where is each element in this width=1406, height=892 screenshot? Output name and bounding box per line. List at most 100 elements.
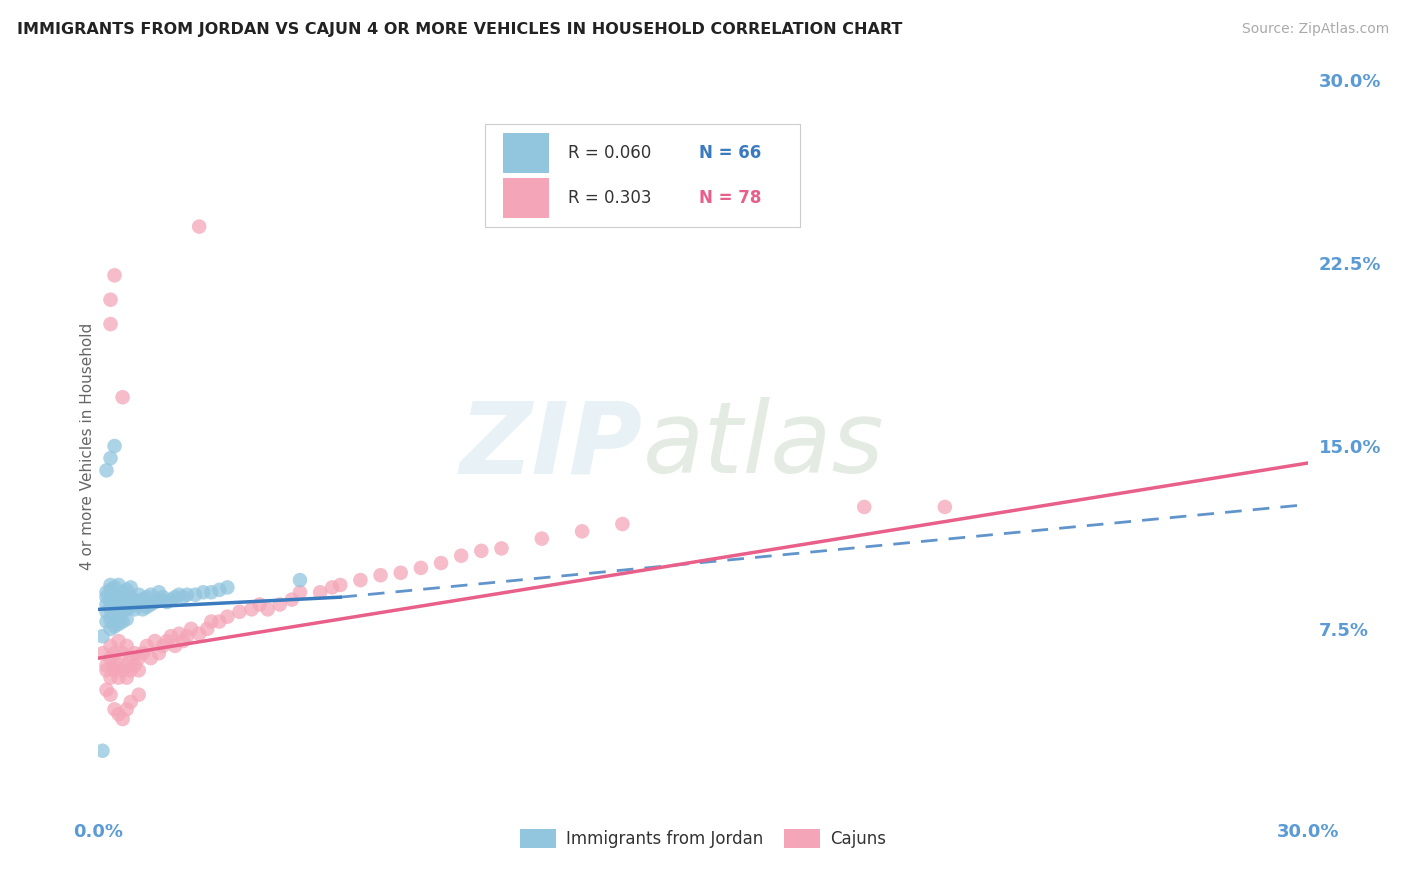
Point [156, 595, 179, 609]
Point [103, 588, 125, 602]
Point [91, 646, 114, 660]
Point [107, 707, 129, 722]
Point [103, 646, 125, 660]
Point [249, 598, 271, 612]
Point [120, 651, 142, 665]
Point [100, 293, 122, 307]
Y-axis label: 4 or more Vehicles in Household: 4 or more Vehicles in Household [80, 322, 94, 570]
Text: N = 66: N = 66 [699, 144, 762, 161]
Point [180, 622, 202, 636]
Point [103, 658, 125, 673]
Bar [503, 178, 550, 218]
Point [135, 639, 157, 653]
FancyBboxPatch shape [485, 124, 800, 227]
Point [176, 629, 198, 643]
Point [132, 592, 155, 607]
Point [103, 609, 125, 624]
Point [111, 595, 134, 609]
Point [152, 590, 174, 604]
Point [281, 592, 304, 607]
Point [107, 617, 129, 632]
Point [115, 592, 138, 607]
Point [111, 663, 134, 677]
Point [100, 639, 122, 653]
Point [100, 651, 122, 665]
Point [120, 695, 142, 709]
Point [96, 615, 118, 629]
Point [139, 598, 162, 612]
Point [103, 619, 125, 633]
Point [200, 615, 222, 629]
Point [100, 595, 122, 609]
Point [148, 592, 170, 607]
Point [96, 605, 118, 619]
Point [111, 615, 134, 629]
Text: N = 78: N = 78 [699, 189, 762, 207]
Point [139, 588, 162, 602]
Point [100, 688, 122, 702]
Text: Source: ZipAtlas.com: Source: ZipAtlas.com [1241, 22, 1389, 37]
Point [100, 592, 122, 607]
Point [195, 622, 218, 636]
Point [107, 49, 129, 63]
Point [96, 585, 118, 599]
Point [176, 588, 198, 602]
Point [491, 541, 513, 556]
Point [103, 599, 125, 614]
Point [111, 390, 134, 404]
Point [107, 598, 129, 612]
Point [115, 639, 138, 653]
Bar [503, 133, 550, 173]
Point [172, 590, 194, 604]
Point [96, 463, 118, 477]
Point [208, 582, 231, 597]
Point [132, 602, 155, 616]
Point [217, 609, 239, 624]
Point [115, 612, 138, 626]
Text: R = 0.303: R = 0.303 [568, 189, 651, 207]
Point [107, 671, 129, 685]
Point [139, 651, 162, 665]
Point [100, 602, 122, 616]
Point [208, 615, 231, 629]
Point [115, 671, 138, 685]
Point [256, 602, 278, 616]
Point [107, 658, 129, 673]
Point [128, 688, 150, 702]
Point [163, 590, 186, 604]
Point [100, 612, 122, 626]
Point [288, 585, 311, 599]
Point [103, 439, 125, 453]
Point [349, 573, 371, 587]
Point [107, 578, 129, 592]
Point [96, 658, 118, 673]
Point [143, 595, 166, 609]
Point [853, 500, 876, 514]
Point [103, 268, 125, 283]
Point [120, 663, 142, 677]
Point [193, 585, 215, 599]
Point [103, 702, 125, 716]
Point [91, 744, 114, 758]
Point [135, 599, 157, 614]
Point [288, 573, 311, 587]
Point [228, 605, 250, 619]
Point [143, 634, 166, 648]
Point [120, 599, 142, 614]
Legend: Immigrants from Jordan, Cajuns: Immigrants from Jordan, Cajuns [513, 822, 893, 855]
Point [571, 524, 593, 539]
Point [100, 578, 122, 592]
Point [124, 592, 146, 607]
Point [100, 582, 122, 597]
Point [167, 588, 190, 602]
Point [160, 592, 183, 607]
Text: IMMIGRANTS FROM JORDAN VS CAJUN 4 OR MORE VEHICLES IN HOUSEHOLD CORRELATION CHAR: IMMIGRANTS FROM JORDAN VS CAJUN 4 OR MOR… [17, 22, 903, 37]
Point [152, 639, 174, 653]
Point [120, 590, 142, 604]
Point [103, 581, 125, 595]
Point [217, 581, 239, 595]
Point [128, 588, 150, 602]
Point [172, 634, 194, 648]
Point [612, 516, 634, 531]
Point [115, 702, 138, 716]
